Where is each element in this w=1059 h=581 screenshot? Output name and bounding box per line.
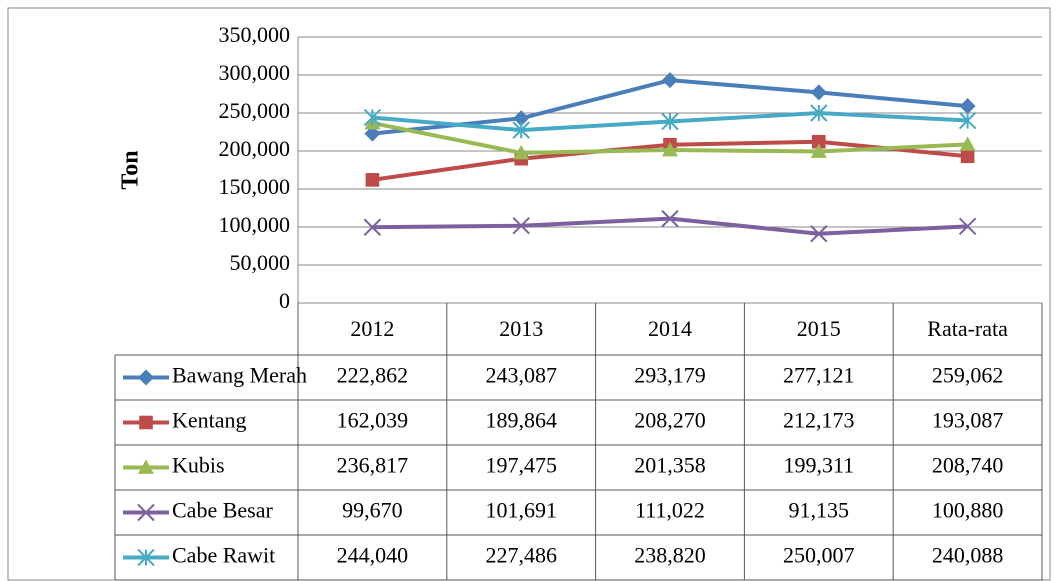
marker [960, 149, 975, 164]
legend-marker [139, 415, 153, 430]
table-value: 201,358 [634, 453, 706, 478]
legend-label: Kentang [172, 408, 247, 433]
marker [513, 110, 530, 127]
table-value: 212,173 [783, 408, 855, 433]
marker [810, 225, 828, 243]
y-tick-label: 250,000 [219, 98, 291, 123]
x-tick-label: 2012 [350, 316, 394, 341]
marker [513, 144, 530, 160]
marker [810, 104, 828, 122]
table-value: 91,135 [789, 498, 850, 523]
table-value: 193,087 [932, 408, 1004, 433]
marker [958, 111, 977, 130]
x-tick-label: Rata-rata [927, 316, 1008, 341]
table-value: 111,022 [635, 498, 705, 523]
y-tick-label: 300,000 [219, 60, 291, 85]
marker [959, 136, 976, 151]
table-value: 227,486 [485, 543, 557, 568]
legend-label: Kubis [172, 453, 225, 478]
table-value: 189,864 [485, 408, 557, 433]
marker [958, 217, 977, 236]
y-tick-label: 0 [279, 288, 290, 313]
table-value: 244,040 [337, 543, 409, 568]
marker [512, 121, 530, 139]
series-line [372, 216, 968, 236]
table-value: 199,311 [783, 453, 854, 478]
y-tick-label: 150,000 [219, 174, 291, 199]
table-value: 208,740 [932, 453, 1004, 478]
table-value: 99,670 [342, 498, 403, 523]
table-value: 238,820 [634, 543, 706, 568]
table-value: 277,121 [783, 363, 855, 388]
table-value: 101,691 [485, 498, 557, 523]
y-tick-label: 350,000 [219, 22, 291, 47]
x-tick-label: 2013 [499, 316, 543, 341]
marker [661, 209, 679, 228]
legend-label: Bawang Merah [172, 363, 307, 388]
marker [959, 98, 976, 115]
y-tick-label: 100,000 [219, 212, 291, 237]
table-value: 162,039 [337, 408, 409, 433]
marker [363, 108, 382, 127]
table-value: 259,062 [932, 363, 1004, 388]
table-value: 197,475 [485, 453, 557, 478]
table-value: 208,270 [634, 408, 706, 433]
marker [810, 143, 827, 158]
legend-marker [137, 503, 155, 522]
x-tick-label: 2015 [797, 316, 841, 341]
marker [364, 125, 381, 142]
x-tick-label: 2014 [648, 316, 692, 341]
table-value: 222,862 [337, 363, 409, 388]
marker [662, 72, 678, 89]
y-tick-label: 200,000 [219, 136, 291, 161]
table-value: 243,087 [485, 363, 557, 388]
legend-label: Cabe Besar [172, 498, 273, 523]
table-value: 293,179 [634, 363, 706, 388]
y-axis-label: Ton [118, 150, 144, 189]
legend-marker [137, 548, 155, 567]
table-value: 240,088 [932, 543, 1004, 568]
marker [810, 84, 827, 101]
marker [662, 141, 678, 157]
marker [661, 112, 679, 131]
legend-label: Cabe Rawit [172, 543, 275, 568]
marker [365, 173, 380, 187]
marker [363, 218, 382, 236]
table-value: 236,817 [337, 453, 409, 478]
table-value: 250,007 [783, 543, 855, 568]
table-value: 100,880 [932, 498, 1004, 523]
marker [512, 217, 530, 235]
marker [812, 134, 826, 149]
legend-marker [138, 369, 154, 386]
y-tick-label: 50,000 [230, 250, 291, 275]
legend-marker [138, 459, 154, 474]
